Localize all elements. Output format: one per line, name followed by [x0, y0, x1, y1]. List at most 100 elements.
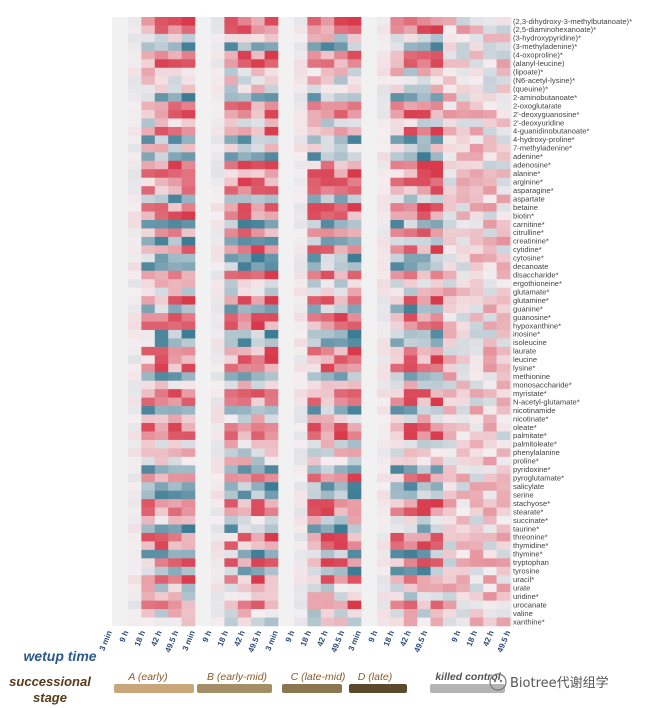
heatmap-cell [251, 76, 265, 85]
heatmap-cell [154, 93, 169, 102]
heatmap-cell [264, 346, 279, 356]
heatmap-cell [377, 321, 391, 331]
heatmap-cell [320, 220, 335, 229]
heatmap-cell [403, 465, 418, 475]
heatmap-cell [347, 118, 362, 128]
metabolite-label: serine [513, 490, 534, 499]
heatmap-cell [154, 211, 169, 221]
heatmap-cell [154, 228, 169, 238]
heatmap-cell [456, 448, 471, 458]
heatmap-cell [154, 152, 169, 162]
heatmap-cell [141, 532, 156, 542]
heatmap-cell [307, 270, 322, 280]
heatmap-cell [237, 220, 252, 229]
heatmap-cell [390, 558, 405, 568]
heatmap-cell [154, 389, 169, 398]
heatmap-cell [377, 456, 391, 466]
heatmap-cell [390, 186, 405, 195]
heatmap-cell [320, 59, 335, 69]
heatmap-cell [211, 583, 225, 593]
heatmap-cell [141, 439, 156, 449]
heatmap-cell [483, 566, 497, 576]
heatmap-cell [294, 355, 308, 365]
heatmap-cell [294, 507, 308, 517]
heatmap-cell [483, 203, 497, 212]
heatmap-cell [377, 575, 391, 585]
metabolite-label: disaccharide* [513, 271, 559, 280]
heatmap-cell [294, 296, 308, 305]
heatmap-cell [168, 126, 182, 136]
heatmap-cell [294, 397, 308, 407]
heatmap-cell [430, 42, 445, 52]
heatmap-cell [496, 110, 511, 119]
heatmap-cell [211, 439, 225, 449]
heatmap-cell [128, 516, 142, 525]
heatmap-cell [251, 372, 265, 382]
metabolite-label: biotin* [513, 211, 534, 220]
heatmap-cell [496, 262, 511, 272]
heatmap-cell [128, 448, 142, 458]
heatmap-cell [483, 406, 497, 415]
heatmap-cell [377, 397, 391, 407]
heatmap-cell [294, 431, 308, 441]
heatmap-cell [430, 17, 445, 26]
heatmap-cell [456, 406, 471, 415]
metabolite-label: monosaccharide* [513, 380, 572, 389]
heatmap-cell [347, 338, 362, 348]
heatmap-cell [294, 211, 308, 221]
heatmap-cell [403, 220, 418, 229]
heatmap-cell [377, 524, 391, 534]
heatmap-cell [168, 482, 182, 491]
heatmap-cell [141, 177, 156, 187]
heatmap-cell [211, 253, 225, 263]
heatmap-cell [251, 473, 265, 483]
metabolite-label: stearate* [513, 507, 543, 516]
heatmap-cell [377, 126, 391, 136]
heatmap-cell [251, 617, 265, 627]
heatmap-cell [390, 439, 405, 449]
heatmap-cell [443, 355, 457, 365]
wetup-time-tick-label: 18 h [133, 629, 147, 647]
heatmap-cell [320, 566, 335, 576]
heatmap-cell [251, 211, 265, 221]
heatmap-cell [128, 397, 142, 407]
metabolite-label: pyridoxine* [513, 465, 551, 474]
heatmap-cell [154, 186, 169, 195]
heatmap-cell [496, 465, 511, 475]
heatmap-cell [469, 609, 484, 618]
heatmap-cell [264, 67, 279, 77]
heatmap-cell [320, 473, 335, 483]
heatmap-cell [390, 313, 405, 322]
heatmap-cell [181, 236, 196, 246]
heatmap-cell [430, 118, 445, 128]
heatmap-cell [307, 321, 322, 331]
heatmap-cell [377, 609, 391, 618]
heatmap-cell [403, 50, 418, 60]
heatmap-cell [469, 67, 484, 77]
heatmap-cell [251, 414, 265, 424]
stage-bar [114, 684, 194, 693]
metabolite-label: uracil* [513, 575, 534, 584]
heatmap-cell [483, 296, 497, 305]
heatmap-cell [334, 524, 348, 534]
heatmap-cell [403, 126, 418, 136]
heatmap-cell [181, 397, 196, 407]
heatmap-cell [496, 490, 511, 500]
heatmap-cell [469, 566, 484, 576]
heatmap-cell [469, 194, 484, 204]
heatmap-cell [496, 101, 511, 111]
heatmap-cell [294, 93, 308, 102]
heatmap-cell [456, 329, 471, 339]
heatmap-cell [417, 101, 431, 111]
heatmap-cell [390, 296, 405, 305]
heatmap-cell [154, 169, 169, 179]
heatmap-cell [141, 228, 156, 238]
heatmap-cell [154, 516, 169, 525]
heatmap-cell [168, 169, 182, 179]
heatmap-cell [469, 465, 484, 475]
heatmap-cell [469, 592, 484, 601]
heatmap-cell [403, 338, 418, 348]
stage-label: A (early) [127, 671, 167, 683]
heatmap-cell [154, 270, 169, 280]
heatmap-cell [237, 566, 252, 576]
